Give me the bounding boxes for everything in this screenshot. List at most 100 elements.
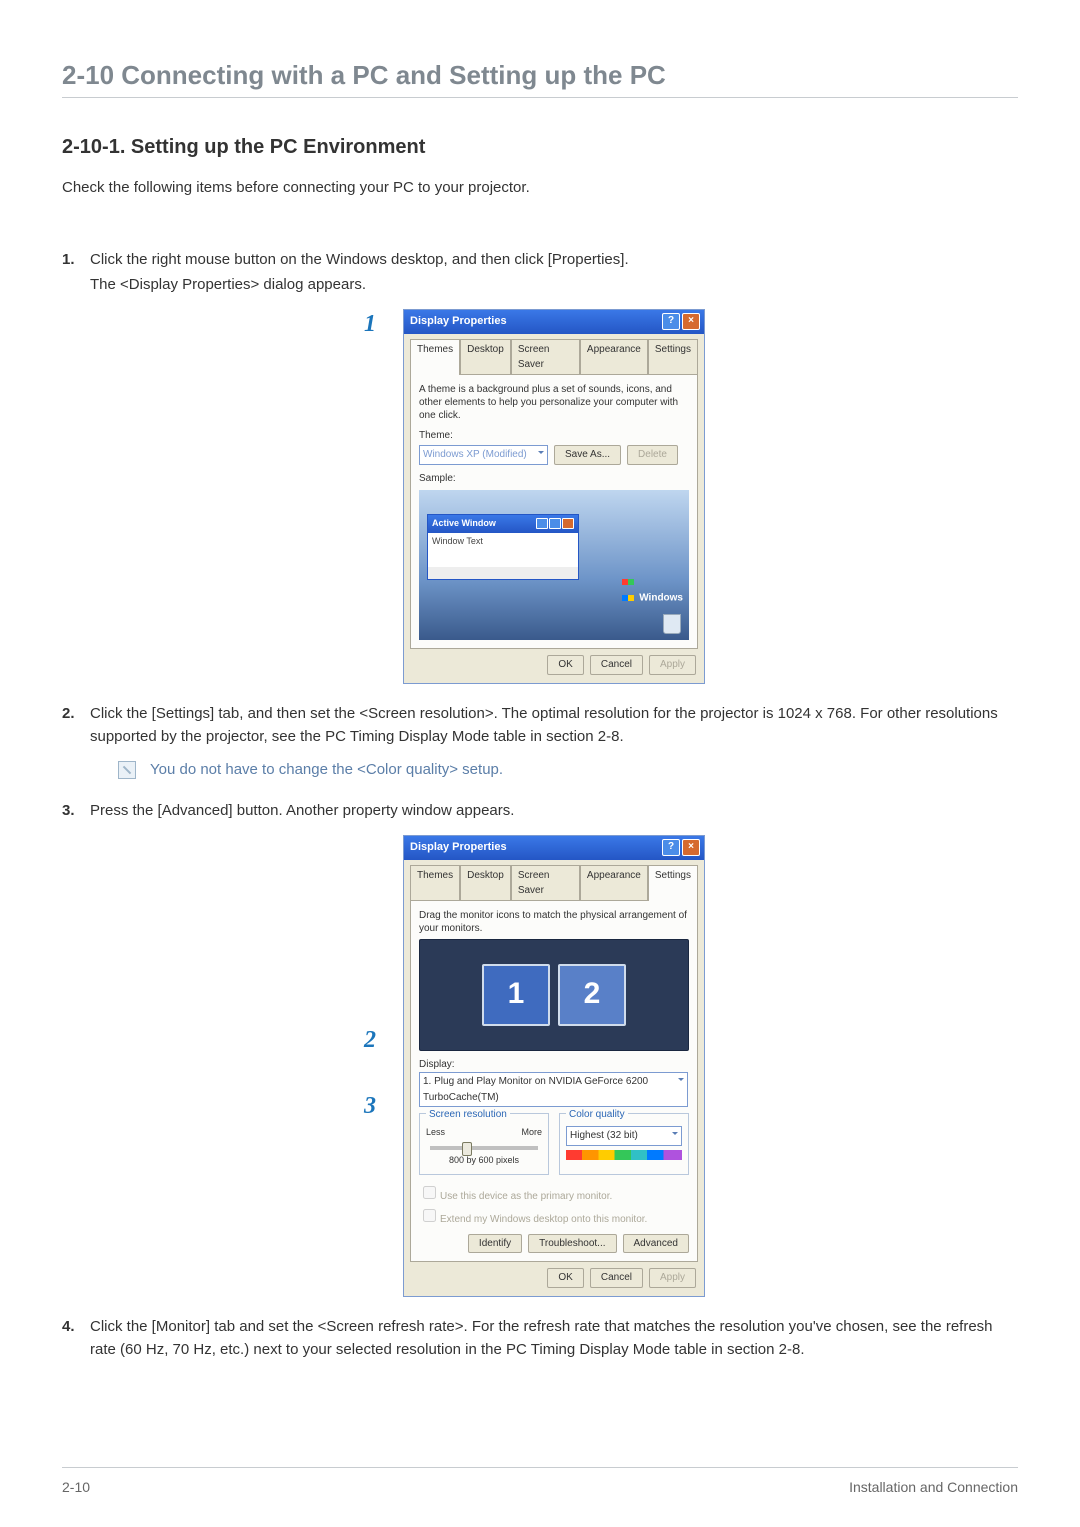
step-3: Press the [Advanced] button. Another pro… — [62, 799, 1018, 1297]
step-1-subtext: The <Display Properties> dialog appears. — [90, 273, 1018, 296]
tab-appearance[interactable]: Appearance — [580, 339, 648, 375]
maximize-icon — [549, 518, 561, 529]
resolution-slider[interactable] — [430, 1146, 538, 1150]
step-1-text: Click the right mouse button on the Wind… — [90, 251, 629, 268]
tab-themes[interactable]: Themes — [410, 339, 460, 375]
step-4-text: Click the [Monitor] tab and set the <Scr… — [90, 1318, 993, 1358]
heading-rule — [62, 97, 1018, 98]
troubleshoot-button[interactable]: Troubleshoot... — [528, 1234, 616, 1254]
close-button[interactable]: × — [682, 313, 700, 330]
extend-desktop-checkbox[interactable]: Extend my Windows desktop onto this moni… — [419, 1206, 689, 1228]
close-button[interactable]: × — [682, 839, 700, 856]
tab-settings[interactable]: Settings — [648, 339, 698, 375]
resolution-color-row: Screen resolution Less More 800 by 600 p… — [419, 1113, 689, 1175]
step-4: Click the [Monitor] tab and set the <Scr… — [62, 1315, 1018, 1362]
delete-button[interactable]: Delete — [627, 445, 678, 465]
theme-label: Theme: — [419, 428, 689, 444]
screen-resolution-legend: Screen resolution — [426, 1107, 510, 1123]
figure-2-marker-3: 3 — [364, 1088, 376, 1125]
section-heading: 2-10 Connecting with a PC and Setting up… — [62, 60, 1018, 91]
step-3-text: Press the [Advanced] button. Another pro… — [90, 802, 514, 819]
display-dropdown[interactable]: 1. Plug and Play Monitor on NVIDIA GeFor… — [419, 1072, 688, 1107]
save-as-button[interactable]: Save As... — [554, 445, 621, 465]
tab-desktop[interactable]: Desktop — [460, 339, 511, 375]
figure-1-wrap: 1 Display Properties ? × Themes Desktop … — [90, 309, 1018, 684]
slider-thumb[interactable] — [462, 1142, 472, 1156]
tab-settings[interactable]: Settings — [648, 865, 698, 901]
theme-dropdown[interactable]: Windows XP (Modified) — [419, 445, 548, 465]
settings-description: Drag the monitor icons to match the phys… — [419, 909, 689, 935]
theme-sample-preview: Active Window Window Text — [419, 490, 689, 640]
note-icon — [118, 761, 136, 779]
page-footer: 2-10 Installation and Connection — [62, 1479, 1018, 1495]
primary-monitor-checkbox[interactable]: Use this device as the primary monitor. — [419, 1183, 689, 1205]
tab-panel-settings: Drag the monitor icons to match the phys… — [410, 900, 698, 1263]
identify-button[interactable]: Identify — [468, 1234, 522, 1254]
titlebar: Display Properties ? × — [404, 836, 704, 860]
color-quality-group: Color quality Highest (32 bit) — [559, 1113, 689, 1175]
color-quality-legend: Color quality — [566, 1107, 628, 1123]
figure-1-marker: 1 — [364, 306, 376, 343]
figure-2-wrap: 2 3 Display Properties ? × Themes Deskto… — [90, 835, 1018, 1297]
windows-logo: Windows — [622, 575, 683, 606]
titlebar: Display Properties ? × — [404, 310, 704, 334]
tab-appearance[interactable]: Appearance — [580, 865, 648, 901]
help-button[interactable]: ? — [662, 839, 680, 856]
ok-button[interactable]: OK — [547, 655, 583, 675]
sample-active-window: Active Window Window Text — [427, 514, 579, 580]
monitor-2[interactable]: 2 — [558, 964, 626, 1026]
windows-flag-icon — [622, 575, 634, 606]
monitor-arrangement[interactable]: 1 2 — [419, 939, 689, 1051]
footer-right: Installation and Connection — [849, 1479, 1018, 1495]
subsection-heading: 2-10-1. Setting up the PC Environment — [62, 136, 1018, 159]
sample-window-text: Window Text — [428, 533, 578, 579]
close-icon — [562, 518, 574, 529]
note-row: You do not have to change the <Color qua… — [118, 758, 1018, 781]
resolution-value: 800 by 600 pixels — [426, 1154, 542, 1168]
tab-screensaver[interactable]: Screen Saver — [511, 339, 580, 375]
dialog-title: Display Properties — [410, 839, 507, 856]
advanced-button[interactable]: Advanced — [623, 1234, 689, 1254]
dialog-title: Display Properties — [410, 313, 507, 330]
extend-desktop-label: Extend my Windows desktop onto this moni… — [440, 1214, 647, 1225]
color-quality-dropdown[interactable]: Highest (32 bit) — [566, 1126, 682, 1146]
display-label: Display: — [419, 1057, 689, 1073]
tabs: Themes Desktop Screen Saver Appearance S… — [404, 860, 704, 900]
figure-2-marker-2: 2 — [364, 1022, 376, 1059]
apply-button[interactable]: Apply — [649, 1268, 696, 1288]
help-button[interactable]: ? — [662, 313, 680, 330]
tab-panel-themes: A theme is a background plus a set of so… — [410, 374, 698, 650]
step-2: Click the [Settings] tab, and then set t… — [62, 702, 1018, 782]
slider-more-label: More — [521, 1126, 542, 1140]
page: 2-10 Connecting with a PC and Setting up… — [0, 0, 1080, 1527]
tab-screensaver[interactable]: Screen Saver — [511, 865, 580, 901]
settings-panel-buttons: Identify Troubleshoot... Advanced — [419, 1234, 689, 1254]
tab-desktop[interactable]: Desktop — [460, 865, 511, 901]
dialog-buttons: OK Cancel Apply — [404, 1268, 704, 1296]
themes-description: A theme is a background plus a set of so… — [419, 383, 689, 422]
cancel-button[interactable]: Cancel — [590, 1268, 643, 1288]
cancel-button[interactable]: Cancel — [590, 655, 643, 675]
monitor-checkboxes: Use this device as the primary monitor. … — [419, 1183, 689, 1228]
windows-brand-text: Windows — [639, 593, 683, 604]
monitor-1[interactable]: 1 — [482, 964, 550, 1026]
sample-window-title: Active Window — [432, 517, 496, 531]
note-text: You do not have to change the <Color qua… — [150, 758, 503, 781]
recycle-bin-icon — [663, 614, 681, 634]
sample-label: Sample: — [419, 471, 689, 487]
tab-themes[interactable]: Themes — [410, 865, 460, 901]
footer-left: 2-10 — [62, 1479, 90, 1495]
primary-monitor-label: Use this device as the primary monitor. — [440, 1191, 612, 1202]
slider-less-label: Less — [426, 1126, 445, 1140]
apply-button[interactable]: Apply — [649, 655, 696, 675]
step-1: Click the right mouse button on the Wind… — [62, 248, 1018, 684]
intro-text: Check the following items before connect… — [62, 177, 1018, 198]
dialog-buttons: OK Cancel Apply — [404, 655, 704, 683]
minimize-icon — [536, 518, 548, 529]
ok-button[interactable]: OK — [547, 1268, 583, 1288]
display-properties-settings-dialog: 2 3 Display Properties ? × Themes Deskto… — [403, 835, 705, 1297]
color-quality-spectrum — [566, 1150, 682, 1160]
step-2-text: Click the [Settings] tab, and then set t… — [90, 705, 998, 745]
tabs: Themes Desktop Screen Saver Appearance S… — [404, 334, 704, 374]
display-properties-themes-dialog: 1 Display Properties ? × Themes Desktop … — [403, 309, 705, 684]
